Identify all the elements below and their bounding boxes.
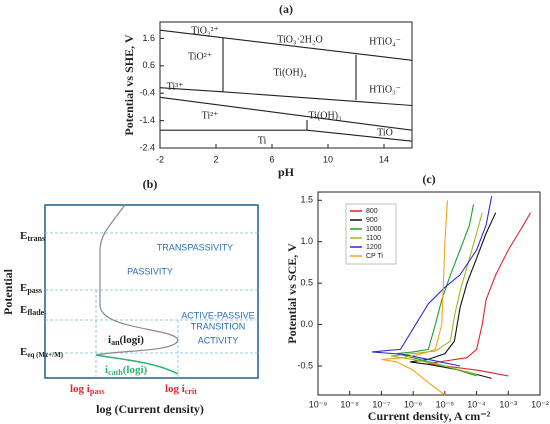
potential-sub: eq (Mz+/M): [27, 351, 63, 359]
curve-main: i: [108, 334, 111, 346]
x-tick-label: 2: [213, 154, 218, 164]
potential-main: E: [20, 230, 27, 242]
legend-label: CP Ti: [366, 253, 383, 260]
region-label: TiO₃²⁺: [191, 25, 219, 36]
region-label: ACTIVE-PASSIVE: [181, 310, 254, 320]
region-label: Ti³⁺: [167, 81, 184, 92]
x-tick-label: 10: [323, 154, 333, 164]
region-label: PASSIVITY: [127, 266, 173, 276]
current-label: log ipass: [70, 383, 105, 396]
region-label: Ti(OH)₃: [308, 110, 341, 121]
y-tick-label: 1.5: [300, 195, 313, 205]
region-label: TiO₃·2H₂O: [277, 34, 323, 45]
x-tick-label: 6: [269, 154, 274, 164]
region-label: Ti(OH)₄: [273, 67, 307, 78]
region-label: ACTIVITY: [198, 335, 239, 345]
x-tick-label: -2: [156, 154, 164, 164]
potential-label: Etrans: [20, 230, 45, 243]
legend-label: 1200: [366, 244, 382, 251]
potential-main: E: [20, 346, 27, 358]
curve-label: icath(logi): [105, 364, 148, 377]
x-tick-label: 10⁻⁴: [467, 399, 486, 409]
potential-label: Epass: [20, 282, 42, 295]
legend-label: 800: [366, 208, 378, 215]
potential-main: E: [20, 304, 27, 316]
region-label: HTiO₃⁻: [369, 84, 401, 95]
y-tick-label: 0.6: [142, 60, 155, 70]
panel-title: (c): [422, 172, 435, 186]
legend-box: [345, 203, 397, 265]
y-tick-label: -1.4: [139, 115, 155, 125]
x-tick-label: 10⁻⁸: [340, 399, 359, 409]
x-axis-title: log (Current density): [96, 402, 204, 416]
panel-b: (b) TRANSPASSIVITY PASSIVITY ACTIVE-PASS…: [1, 177, 259, 416]
curve-sub: cath: [108, 368, 123, 377]
x-tick-label: 10⁻⁵: [436, 399, 455, 409]
current-main: log i: [165, 383, 185, 395]
curve-sub: an: [111, 338, 120, 347]
x-axis-title: pH: [278, 165, 295, 179]
curve-rest: (logi): [123, 364, 148, 376]
legend-label: 1100: [366, 235, 381, 242]
potential-sub: flade: [27, 308, 44, 317]
series-line: [371, 195, 493, 367]
x-tick-label: 10⁻⁷: [372, 399, 390, 409]
current-sub: pass: [90, 387, 105, 396]
frame: [44, 204, 259, 379]
y-tick-label: 1.6: [142, 33, 155, 43]
y-axis-title: Potential vs SCE, V: [285, 243, 299, 344]
series-line: [159, 29, 413, 61]
potential-label: Eeq (Mz+/M): [20, 346, 64, 359]
series-line: [381, 200, 448, 396]
potential-sub: pass: [27, 286, 42, 295]
series-line: [410, 212, 497, 379]
x-tick-label: 10⁻²: [531, 399, 549, 409]
y-tick-label: -0.4: [139, 88, 155, 98]
x-axis-title: Current density, A cm⁻²: [368, 409, 491, 423]
y-tick-label: 1.0: [300, 236, 313, 246]
region-label: TiO²⁺: [188, 51, 212, 62]
series-line: [396, 204, 477, 377]
curve-rest: (logi): [120, 334, 145, 346]
current-sub: crit: [185, 387, 197, 396]
panel-title: (a): [279, 2, 293, 16]
x-tick-label: 10⁻⁶: [404, 399, 423, 409]
potential-main: E: [20, 282, 27, 294]
y-tick-label: 0.0: [300, 319, 313, 329]
region-label: Ti²⁺: [202, 110, 219, 121]
potential-sub: trans: [27, 234, 45, 243]
x-tick-label: 10⁻³: [499, 399, 517, 409]
panel-title: (b): [143, 177, 158, 191]
y-tick-label: -0.5: [297, 360, 313, 370]
series-line: [160, 129, 413, 142]
level-lines: [45, 232, 258, 378]
curve-main: i: [105, 364, 108, 376]
current-main: log i: [70, 383, 90, 395]
current-label: log icrit: [165, 383, 197, 396]
region-label: HTiO₄⁻: [369, 36, 401, 47]
x-tick-label: 10⁻⁹: [309, 399, 328, 409]
curve-label: ian(logi): [108, 334, 144, 347]
legend-label: 1000: [366, 226, 382, 233]
y-tick-label: -2.4: [139, 142, 155, 152]
legend-label: 900: [366, 217, 378, 224]
y-axis-title: Potential: [1, 268, 15, 315]
region-label: TRANSPASSIVITY: [157, 242, 233, 252]
region-label: Ti: [258, 135, 267, 146]
anodic-curve: [95, 204, 179, 356]
potential-label: Eflade: [20, 304, 45, 317]
y-tick-label: 0.5: [300, 278, 313, 288]
cathodic-curve: [95, 354, 179, 375]
series-line: [159, 96, 413, 131]
region-label: TRANSITION: [191, 321, 246, 331]
y-axis-title: Potential vs SHE, V: [122, 34, 136, 135]
x-tick-label: 14: [379, 154, 389, 164]
series-line: [390, 212, 483, 375]
region-label: TiO: [377, 127, 393, 138]
plot-frame: [159, 21, 413, 149]
plot-frame: [317, 191, 541, 396]
